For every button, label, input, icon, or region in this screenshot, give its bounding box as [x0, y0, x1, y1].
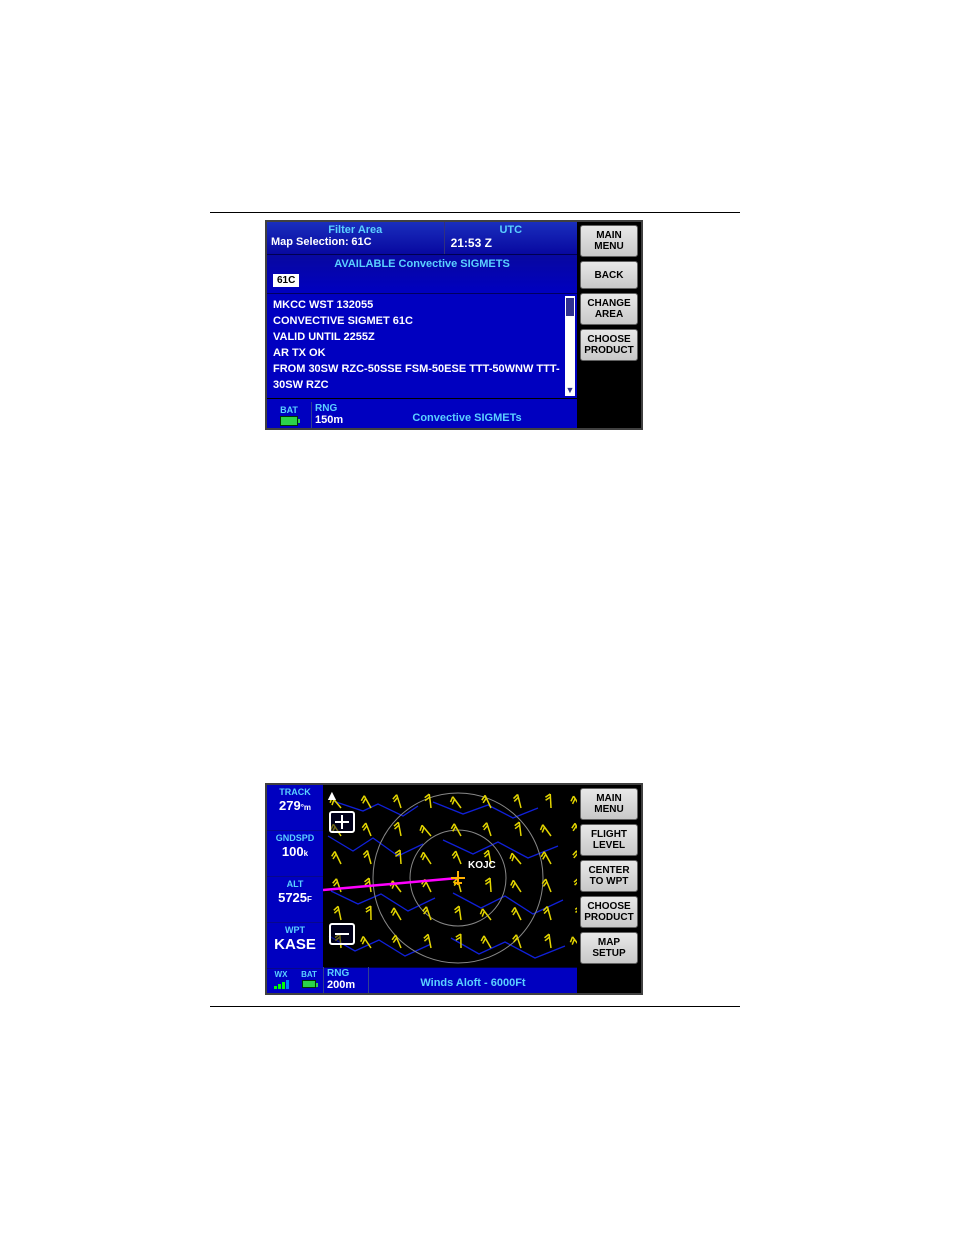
alt-unit: F [307, 895, 312, 904]
range-value: 150 [315, 414, 333, 426]
track-unit: °m [301, 803, 311, 812]
track-value: 279 [279, 798, 301, 813]
mode-label: Winds Aloft - 6000Ft [369, 977, 577, 993]
winds-flight-level-button[interactable]: FLIGHT LEVEL [580, 824, 638, 856]
sigmet-change-area-button[interactable]: CHANGE AREA [580, 293, 638, 325]
range-label: RNG [315, 403, 354, 414]
zoom-in-button[interactable] [329, 811, 355, 833]
wx-label: WX [268, 970, 294, 979]
waypoint-map-label: KOJC [468, 860, 496, 871]
left-data-column: TRACK 279°m GNDSPD 100k ALT 5725F WPT KA… [267, 785, 323, 993]
utc-block: UTC 21:53 Z [444, 222, 577, 254]
bat-label: BAT [296, 970, 322, 979]
scroll-down-icon[interactable]: ▼ [565, 386, 575, 396]
wpt-value: KASE [270, 936, 320, 953]
filter-area-label: Filter Area [271, 224, 440, 236]
alt-value: 5725 [278, 890, 307, 905]
sigmet-main-menu-button[interactable]: MAIN MENU [580, 225, 638, 257]
plus-icon [335, 815, 349, 829]
filter-value: 61C [351, 236, 371, 248]
alt-label: ALT [270, 879, 320, 889]
range-block: RNG 200m [323, 967, 369, 993]
filter-area-block: Filter Area Map Selection: 61C [267, 222, 444, 254]
sigmet-main-panel: Filter Area Map Selection: 61C UTC 21:53… [267, 222, 577, 428]
battery-block: BAT [267, 405, 311, 428]
winds-side-buttons: MAIN MENU FLIGHT LEVEL CENTER TO WPT CHOOSE… [577, 785, 641, 993]
sigmet-footer: BAT RNG 150m Convective SIGMETs [267, 398, 577, 428]
winds-main-menu-button[interactable]: MAIN MENU [580, 788, 638, 820]
sigmet-header: Filter Area Map Selection: 61C UTC 21:53… [267, 222, 577, 254]
scrollbar-thumb[interactable] [566, 298, 574, 316]
mode-label: Convective SIGMETs [357, 412, 577, 428]
filter-name: Map Selection: [271, 236, 349, 248]
map-footer: RNG 200m Winds Aloft - 6000Ft [323, 967, 577, 993]
winds-choose-product-button[interactable]: CHOOSE PRODUCT [580, 896, 638, 928]
winds-aloft-screen: TRACK 279°m GNDSPD 100k ALT 5725F WPT KA… [265, 783, 643, 995]
alt-block: ALT 5725F [267, 877, 323, 923]
sigmet-line: MKCC WST 132055 [273, 298, 571, 314]
gndspd-value: 100 [282, 844, 304, 859]
scrollbar[interactable]: ▼ [565, 296, 575, 396]
utc-value: 21:53 Z [451, 236, 571, 250]
track-block: TRACK 279°m [267, 785, 323, 831]
battery-icon [302, 980, 316, 988]
battery-icon [280, 416, 298, 426]
status-block: WX BAT [267, 969, 323, 993]
sigmet-back-button[interactable]: BACK [580, 261, 638, 289]
gndspd-label: GNDSPD [270, 833, 320, 843]
sigmet-line: CONVECTIVE SIGMET 61C [273, 314, 571, 330]
sigmet-choose-product-button[interactable]: CHOOSE PRODUCT [580, 329, 638, 361]
sigmet-side-buttons: MAIN MENU BACK CHANGE AREA CHOOSE PRODUCT [577, 222, 641, 428]
battery-label: BAT [267, 405, 311, 415]
signal-bars-icon [274, 980, 288, 989]
sigmet-line: FROM 30SW RZC-50SSE FSM-50ESE TTT-50WNW … [273, 362, 571, 378]
range-unit: m [333, 414, 343, 426]
range-block: RNG 150m [311, 402, 357, 428]
winds-center-to-wpt-button[interactable]: CENTER TO WPT [580, 860, 638, 892]
range-value: 200 [327, 979, 345, 991]
minus-icon [335, 933, 349, 935]
selected-sigmet-chip[interactable]: 61C [273, 274, 299, 287]
sigmet-text-screen: Filter Area Map Selection: 61C UTC 21:53… [265, 220, 643, 430]
range-label: RNG [327, 968, 365, 979]
winds-map-setup-button[interactable]: MAP SETUP [580, 932, 638, 964]
gndspd-block: GNDSPD 100k [267, 831, 323, 877]
track-label: TRACK [270, 787, 320, 797]
map-svg [323, 785, 577, 993]
available-sigmets-block: AVAILABLE Convective SIGMETS 61C [267, 254, 577, 293]
wpt-block: WPT KASE [267, 923, 323, 969]
sigmet-line: VALID UNTIL 2255Z [273, 330, 571, 346]
sigmet-line: AR TX OK [273, 346, 571, 362]
zoom-out-button[interactable] [329, 923, 355, 945]
bat-status: BAT [295, 969, 323, 993]
sigmet-line: 30SW RZC [273, 378, 571, 394]
gndspd-unit: k [304, 849, 308, 858]
sigmet-message-body: MKCC WST 132055CONVECTIVE SIGMET 61CVALI… [267, 293, 577, 398]
utc-label: UTC [451, 224, 571, 236]
available-sigmets-title: AVAILABLE Convective SIGMETS [273, 258, 571, 270]
range-unit: m [345, 979, 355, 991]
wx-status: WX [267, 969, 295, 993]
north-indicator-icon: ▲ [325, 787, 339, 803]
wpt-label: WPT [270, 925, 320, 935]
map-area[interactable]: ▲ KOJC RNG 200m Winds Aloft - 6000Ft [323, 785, 577, 993]
